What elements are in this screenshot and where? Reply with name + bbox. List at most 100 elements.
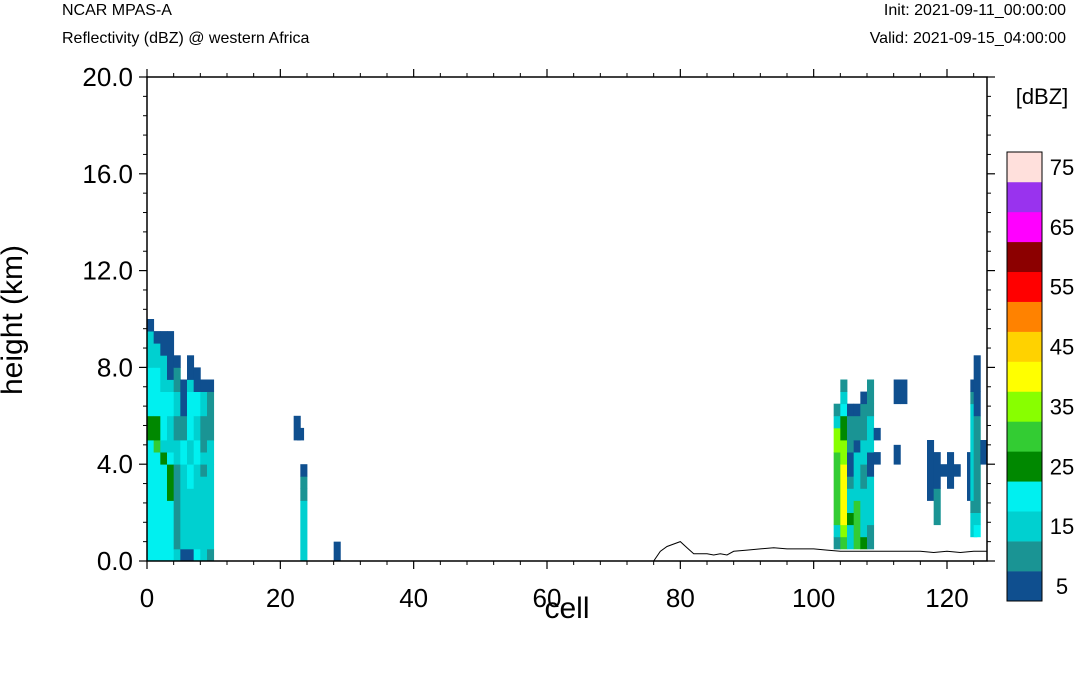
reflectivity-cell: [860, 464, 868, 489]
reflectivity-cell: [200, 379, 208, 392]
reflectivity-cell: [833, 415, 841, 429]
colorbar-segment: [1007, 421, 1042, 452]
init-time: Init: 2021-09-11_00:00:00: [883, 2, 1066, 19]
reflectivity-cell: [840, 415, 848, 441]
reflectivity-cell: [833, 403, 841, 417]
colorbar-segment: [1007, 571, 1042, 602]
reflectivity-cell: [153, 331, 161, 344]
reflectivity-cell: [187, 355, 195, 380]
reflectivity-cell: [893, 379, 901, 405]
reflectivity-cell: [167, 500, 175, 562]
reflectivity-cell: [833, 452, 841, 526]
colorbar-segment: [1007, 152, 1042, 183]
reflectivity-cell: [167, 391, 175, 417]
reflectivity-cell: [160, 452, 168, 465]
reflectivity-cell: [973, 355, 981, 392]
colorbar-segment: [1007, 331, 1042, 362]
reflectivity-cell: [173, 427, 181, 465]
reflectivity-cell: [167, 464, 175, 501]
colorbar-segment: [1007, 181, 1042, 213]
reflectivity-cell: [160, 391, 168, 441]
reflectivity-cell: [187, 379, 195, 392]
reflectivity-cell: [160, 355, 168, 392]
reflectivity-cell: [173, 367, 181, 392]
reflectivity-cell: [180, 379, 188, 417]
colorbar-segment: [1007, 511, 1042, 542]
reflectivity-cell: [840, 464, 848, 526]
colorbar-tick-label: 15: [1050, 514, 1074, 539]
reflectivity-cell: [853, 415, 861, 441]
reflectivity-cell: [840, 391, 848, 405]
reflectivity-cell: [853, 452, 861, 477]
field-title: Reflectivity (dBZ) @ western Africa: [62, 30, 310, 47]
reflectivity-cell: [153, 452, 161, 562]
reflectivity-cell: [167, 452, 175, 465]
colorbar-unit-label: [dBZ]: [1016, 84, 1069, 109]
colorbar-tick-label: 55: [1050, 275, 1074, 300]
reflectivity-cell: [853, 403, 861, 417]
reflectivity-cell: [187, 488, 195, 550]
reflectivity-cell: [207, 440, 215, 465]
reflectivity-cell: [973, 512, 981, 526]
x-tick-label: 40: [399, 583, 428, 613]
reflectivity-cell: [300, 464, 308, 477]
reflectivity-cell: [973, 415, 981, 513]
y-tick-label: 16.0: [82, 159, 133, 189]
reflectivity-cell: [847, 488, 855, 513]
reflectivity-cell: [193, 415, 201, 441]
reflectivity-cell: [867, 403, 875, 417]
reflectivity-cell: [927, 440, 935, 501]
terrain-line: [147, 541, 987, 562]
colorbar-tick-label: 35: [1050, 394, 1074, 419]
reflectivity-cell: [187, 440, 195, 465]
reflectivity-cell: [973, 391, 981, 417]
model-title: NCAR MPAS-A: [62, 2, 172, 19]
reflectivity-cell: [933, 452, 941, 489]
reflectivity-cell: [187, 548, 195, 562]
reflectivity-cell: [840, 403, 848, 417]
y-tick-label: 12.0: [82, 256, 133, 286]
reflectivity-cell: [173, 355, 181, 368]
colorbar-tick-label: 25: [1050, 454, 1074, 479]
x-tick-label: 120: [925, 583, 968, 613]
x-tick-label: 0: [140, 583, 154, 613]
reflectivity-cell: [840, 440, 848, 465]
reflectivity-cell: [300, 476, 308, 489]
colorbar-tick-label: 75: [1050, 155, 1074, 180]
reflectivity-cell: [297, 427, 305, 441]
colorbar-segment: [1007, 241, 1042, 273]
reflectivity-cell: [900, 379, 908, 405]
reflectivity-cell: [847, 403, 855, 417]
x-tick-label: 20: [266, 583, 295, 613]
x-axis-label: cell: [544, 592, 589, 625]
reflectivity-cell: [867, 452, 875, 477]
reflectivity-cell: [847, 512, 855, 526]
reflectivity-cell: [147, 367, 155, 417]
y-tick-label: 0.0: [97, 546, 133, 576]
reflectivity-cell: [147, 319, 155, 332]
reflectivity-cell: [893, 444, 901, 465]
reflectivity-cell: [167, 415, 175, 453]
reflectivity-cell: [867, 476, 875, 526]
reflectivity-cell: [193, 548, 201, 562]
reflectivity-cell: [873, 427, 881, 441]
reflectivity-cell: [867, 524, 875, 550]
reflectivity-cell: [200, 476, 208, 562]
reflectivity-cell: [867, 379, 875, 405]
y-axis-label: height (km): [0, 245, 29, 395]
reflectivity-cell: [840, 524, 848, 538]
y-tick-label: 20.0: [82, 62, 133, 92]
reflectivity-cell: [333, 541, 341, 562]
reflectivity-cell: [953, 464, 961, 477]
reflectivity-cell: [200, 391, 208, 417]
colorbar-segment: [1007, 361, 1042, 392]
reflectivity-cell: [200, 464, 208, 477]
y-tick-label: 8.0: [97, 352, 133, 382]
reflectivity-cell: [160, 440, 168, 453]
x-tick-label: 100: [792, 583, 835, 613]
x-tick-label: 80: [666, 583, 695, 613]
reflectivity-cell: [187, 464, 195, 489]
colorbar-segment: [1007, 451, 1042, 482]
reflectivity-cell: [847, 415, 855, 453]
